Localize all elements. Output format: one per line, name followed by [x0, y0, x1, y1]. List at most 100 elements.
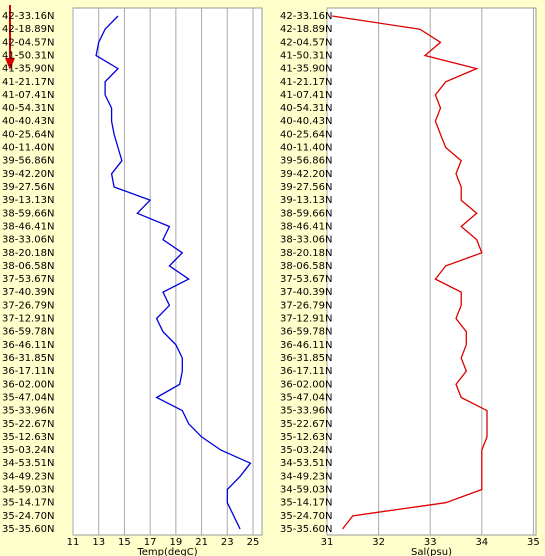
y-tick-label: 37-26.79N — [280, 300, 332, 311]
y-tick-label: 39-56.86N — [280, 156, 332, 167]
y-tick-label: 37-40.39N — [2, 287, 54, 298]
y-tick-label: 37-40.39N — [280, 287, 332, 298]
y-tick-label: 41-50.31N — [2, 50, 54, 61]
y-tick-label: 40-40.43N — [280, 116, 332, 127]
y-tick-label: 36-02.00N — [280, 379, 332, 390]
y-tick-label: 35-03.24N — [2, 445, 54, 456]
y-tick-label: 37-12.91N — [2, 314, 54, 325]
y-tick-label: 38-33.06N — [280, 235, 332, 246]
y-tick-label: 35-24.70N — [280, 511, 332, 522]
x-tick-label: 15 — [118, 537, 131, 548]
y-tick-label: 36-31.85N — [2, 353, 54, 364]
y-tick-label: 39-42.20N — [280, 169, 332, 180]
x-tick-label: 19 — [169, 537, 182, 548]
y-tick-label: 35-33.96N — [2, 406, 54, 417]
y-tick-label: 35-33.96N — [280, 406, 332, 417]
x-tick-label: 33 — [424, 537, 437, 548]
y-tick-label: 38-06.58N — [2, 261, 54, 272]
y-tick-label: 36-46.11N — [280, 340, 332, 351]
y-tick-label: 36-17.11N — [280, 366, 332, 377]
x-tick-label: 23 — [221, 537, 234, 548]
y-tick-label: 35-12.63N — [2, 432, 54, 443]
y-tick-label: 35-14.17N — [2, 498, 54, 509]
x-axis-title: Temp(degC) — [136, 547, 197, 556]
y-tick-label: 37-12.91N — [280, 314, 332, 325]
y-tick-label: 35-22.67N — [2, 419, 54, 430]
y-tick-label: 42-18.89N — [2, 24, 54, 35]
x-tick-label: 25 — [247, 537, 260, 548]
y-tick-label: 38-20.18N — [280, 248, 332, 259]
y-tick-label: 35-24.70N — [2, 511, 54, 522]
y-tick-label: 41-50.31N — [280, 50, 332, 61]
x-tick-label: 17 — [144, 537, 157, 548]
y-tick-label: 41-07.41N — [2, 90, 54, 101]
x-tick-label: 11 — [67, 537, 80, 548]
data-line — [332, 15, 488, 530]
x-tick-label: 34 — [475, 537, 488, 548]
y-tick-label: 39-13.13N — [280, 195, 332, 206]
y-tick-label: 38-33.06N — [2, 235, 54, 246]
y-tick-label: 42-18.89N — [280, 24, 332, 35]
y-tick-label: 34-53.51N — [280, 458, 332, 469]
y-tick-label: 35-47.04N — [2, 392, 54, 403]
y-tick-label: 39-42.20N — [2, 169, 54, 180]
y-tick-label: 36-59.78N — [280, 327, 332, 338]
y-tick-label: 41-35.90N — [280, 64, 332, 75]
y-tick-label: 42-33.16N — [280, 11, 332, 22]
y-tick-label: 38-59.66N — [280, 208, 332, 219]
x-tick-label: 13 — [92, 537, 105, 548]
y-tick-label: 38-46.41N — [280, 221, 332, 232]
y-tick-label: 35-35.60N — [2, 524, 54, 535]
y-tick-label: 41-35.90N — [2, 64, 54, 75]
x-tick-label: 32 — [372, 537, 385, 548]
y-tick-label: 34-59.03N — [2, 485, 54, 496]
y-tick-label: 34-53.51N — [2, 458, 54, 469]
y-tick-label: 37-26.79N — [2, 300, 54, 311]
y-tick-label: 40-25.64N — [2, 129, 54, 140]
y-tick-label: 40-11.40N — [2, 143, 54, 154]
y-tick-label: 34-59.03N — [280, 485, 332, 496]
y-tick-label: 36-17.11N — [2, 366, 54, 377]
y-tick-label: 40-40.43N — [2, 116, 54, 127]
y-tick-label: 35-03.24N — [280, 445, 332, 456]
y-tick-label: 39-27.56N — [2, 182, 54, 193]
y-tick-label: 38-59.66N — [2, 208, 54, 219]
y-tick-label: 39-56.86N — [2, 156, 54, 167]
x-tick-label: 21 — [195, 537, 208, 548]
y-tick-label: 35-47.04N — [280, 392, 332, 403]
y-tick-label: 34-49.23N — [280, 471, 332, 482]
data-line — [95, 15, 252, 530]
y-tick-label: 34-49.23N — [2, 471, 54, 482]
y-tick-label: 39-13.13N — [2, 195, 54, 206]
y-tick-label: 39-27.56N — [280, 182, 332, 193]
x-tick-label: 35 — [527, 537, 540, 548]
y-tick-label: 42-04.57N — [280, 37, 332, 48]
y-tick-label: 38-46.41N — [2, 221, 54, 232]
y-tick-label: 36-31.85N — [280, 353, 332, 364]
x-tick-label: 31 — [321, 537, 334, 548]
y-tick-label: 40-11.40N — [280, 143, 332, 154]
y-tick-label: 36-02.00N — [2, 379, 54, 390]
y-tick-label: 35-35.60N — [280, 524, 332, 535]
y-tick-label: 37-53.67N — [280, 274, 332, 285]
plot-area — [72, 7, 263, 536]
y-tick-label: 41-07.41N — [280, 90, 332, 101]
y-tick-label: 38-06.58N — [280, 261, 332, 272]
y-tick-label: 37-53.67N — [2, 274, 54, 285]
y-tick-label: 40-25.64N — [280, 129, 332, 140]
y-tick-label: 41-21.17N — [280, 77, 332, 88]
y-tick-label: 40-54.31N — [280, 103, 332, 114]
y-tick-label: 35-12.63N — [280, 432, 332, 443]
x-axis-title: Sal(psu) — [411, 547, 452, 556]
y-tick-label: 41-21.17N — [2, 77, 54, 88]
y-tick-label: 38-20.18N — [2, 248, 54, 259]
y-tick-label: 42-33.16N — [2, 11, 54, 22]
y-tick-label: 35-22.67N — [280, 419, 332, 430]
arrow-head — [5, 58, 15, 70]
y-tick-label: 42-04.57N — [2, 37, 54, 48]
y-tick-label: 36-46.11N — [2, 340, 54, 351]
y-tick-label: 35-14.17N — [280, 498, 332, 509]
y-tick-label: 40-54.31N — [2, 103, 54, 114]
y-tick-label: 36-59.78N — [2, 327, 54, 338]
